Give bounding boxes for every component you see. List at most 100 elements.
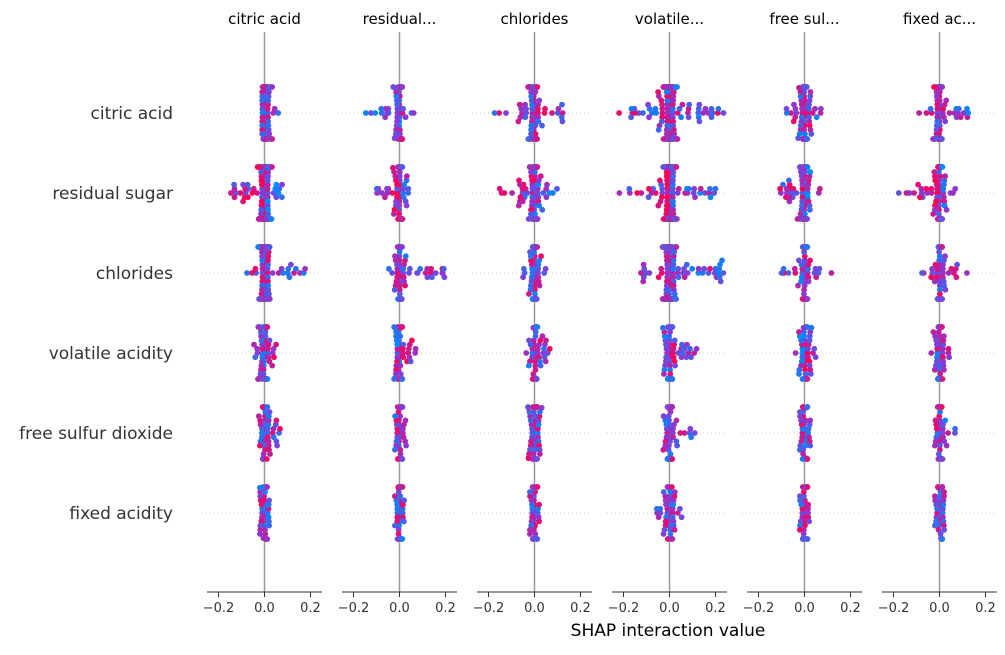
data-point (791, 265, 798, 272)
data-point (273, 181, 280, 188)
x-tick-label: 0.2 (435, 601, 456, 616)
panel-volatile-acidity: volatile... −0.2 0.0 0.2 (607, 10, 727, 616)
data-point (393, 93, 400, 100)
data-point (532, 358, 538, 365)
data-point (382, 194, 388, 201)
data-point (807, 206, 813, 213)
data-point (516, 177, 522, 184)
data-point (798, 261, 805, 268)
data-point (799, 181, 806, 188)
data-point (934, 190, 941, 196)
data-point (535, 274, 542, 281)
data-point (536, 446, 543, 453)
data-point (526, 291, 532, 297)
data-point (798, 278, 804, 285)
data-point (265, 257, 271, 264)
data-point (240, 198, 247, 205)
data-point (403, 173, 410, 180)
data-point (799, 202, 805, 209)
data-point (679, 101, 686, 108)
data-point (265, 421, 272, 428)
data-point (522, 114, 529, 121)
data-point (688, 354, 694, 361)
data-point (798, 169, 804, 175)
data-point (528, 89, 534, 95)
data-point (807, 93, 814, 100)
data-point (943, 442, 950, 449)
data-point (394, 270, 401, 276)
data-point (678, 514, 685, 521)
data-point (392, 253, 398, 260)
data-point (400, 345, 406, 352)
data-point (259, 105, 266, 112)
data-point (393, 126, 399, 133)
data-point (671, 421, 677, 428)
data-point (695, 265, 702, 272)
data-point (536, 501, 542, 508)
data-point (965, 110, 972, 116)
data-point (801, 493, 807, 500)
data-point (940, 497, 947, 504)
data-point (663, 514, 669, 521)
data-point (258, 211, 264, 217)
data-point (293, 265, 299, 272)
data-point (528, 173, 535, 180)
data-point (692, 194, 698, 201)
data-point (390, 164, 396, 171)
data-point (664, 278, 670, 285)
data-point (399, 324, 406, 330)
data-point (939, 296, 945, 302)
data-point (709, 110, 716, 116)
data-point (532, 291, 538, 297)
data-point (803, 84, 810, 90)
data-point (939, 425, 946, 432)
data-point (534, 84, 541, 90)
data-point (669, 505, 676, 512)
data-point (663, 291, 670, 297)
data-point (646, 185, 652, 192)
data-point (432, 270, 439, 276)
data-point (264, 198, 271, 205)
data-point (266, 337, 273, 344)
panels: citric acid −0.2 0.0 0.2 residual... −0.2 0.0 0… (202, 10, 997, 616)
data-point (554, 185, 560, 192)
data-point (252, 265, 259, 272)
data-point (399, 536, 406, 542)
data-point (932, 493, 938, 500)
data-point (559, 101, 565, 108)
data-point (259, 278, 266, 285)
data-point (255, 324, 262, 330)
data-point (534, 185, 541, 192)
data-point (259, 190, 266, 196)
data-point (258, 337, 265, 344)
data-point (496, 185, 503, 192)
data-point (934, 484, 941, 490)
data-point (527, 249, 533, 255)
data-point (934, 105, 941, 112)
data-point (941, 526, 947, 533)
data-point (670, 501, 677, 508)
data-point (923, 110, 930, 116)
row-labels: citric acid residual sugar chlorides volati… (19, 104, 173, 524)
data-point (661, 371, 667, 377)
data-point (258, 366, 264, 373)
data-point (927, 105, 934, 112)
data-point (529, 505, 536, 512)
data-point (720, 270, 727, 276)
data-point (792, 350, 799, 356)
data-point (403, 442, 409, 449)
data-point (394, 430, 401, 436)
data-point (509, 190, 515, 196)
data-point (249, 270, 255, 276)
data-point (806, 202, 813, 209)
data-point (264, 190, 271, 196)
data-point (670, 434, 676, 441)
data-point (396, 173, 403, 180)
data-point (302, 265, 308, 272)
data-point (799, 110, 806, 116)
data-point (670, 518, 677, 525)
data-point (941, 333, 947, 340)
data-point (391, 286, 398, 293)
data-point (395, 489, 402, 495)
data-point (798, 114, 805, 121)
